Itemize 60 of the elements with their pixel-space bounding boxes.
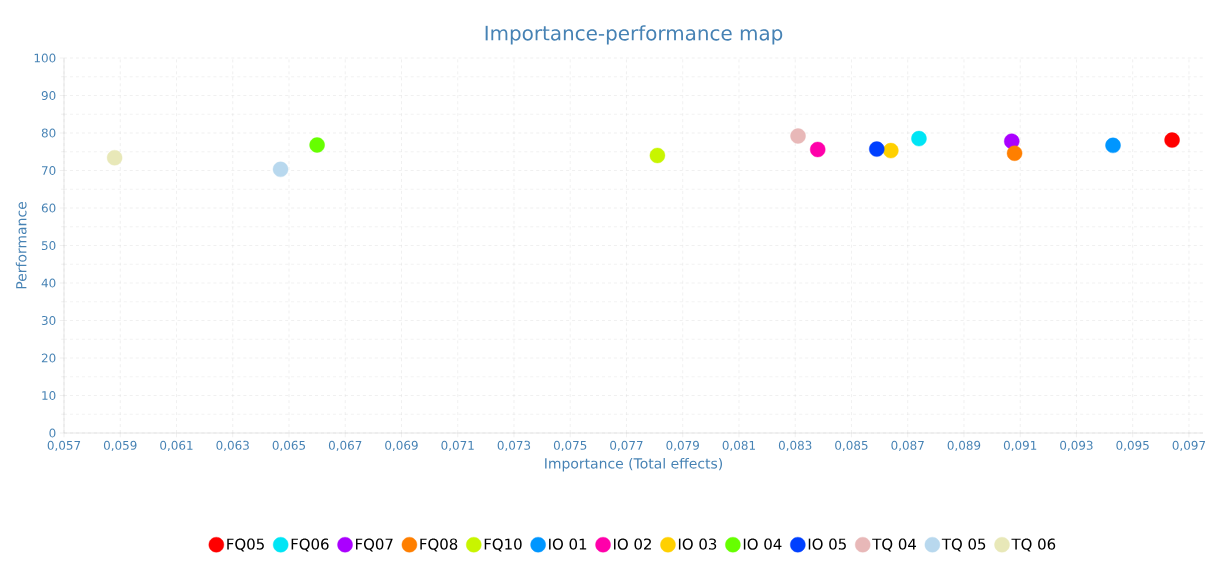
x-axis-title: Importance (Total effects) [545, 457, 723, 472]
y-tick-label: 70 [42, 165, 56, 176]
y-tick-label: 20 [41, 353, 56, 363]
point [309, 137, 325, 153]
point [1006, 145, 1023, 161]
point [1105, 137, 1121, 154]
x-tick-label: 0,061 [160, 440, 193, 452]
legend-label: IO 05 [808, 538, 846, 550]
point [649, 147, 666, 164]
x-tick-label: 0,077 [610, 440, 643, 452]
legend-label: FQ05 [227, 538, 264, 552]
x-tick-label: 0,079 [666, 440, 699, 452]
x-tick-label: 0,091 [1003, 440, 1037, 452]
legend-label: TQ 04 [872, 538, 917, 552]
point [869, 141, 885, 157]
y-tick-label: 80 [41, 128, 56, 138]
point [810, 141, 826, 158]
point [272, 161, 289, 178]
x-tick-label: 0,087 [891, 440, 924, 452]
x-tick-label: 0,065 [272, 440, 306, 452]
legend-label: IO 04 [743, 538, 782, 550]
y-tick-label: 60 [41, 203, 56, 213]
x-tick-label: 0,071 [441, 440, 474, 452]
legend-label: IO 02 [614, 538, 651, 550]
point [911, 130, 927, 147]
point [106, 150, 123, 166]
y-axis-title: Performance [15, 202, 27, 289]
x-tick-label: 0,095 [1116, 440, 1149, 452]
point [790, 128, 806, 144]
legend-label: FQ08 [420, 538, 458, 552]
point [1164, 132, 1180, 148]
legend-label: TQ 05 [941, 538, 986, 552]
point [883, 142, 899, 159]
x-tick-label: 0,081 [722, 440, 755, 452]
x-tick-label: 0,075 [553, 440, 587, 452]
y-tick-label: 90 [41, 90, 56, 101]
legend-label: FQ07 [356, 538, 393, 552]
legend-label: IO 01 [549, 538, 587, 550]
x-tick-label: 0,083 [778, 440, 812, 452]
legend-label: FQ10 [484, 538, 522, 552]
y-tick-label: 0 [49, 428, 56, 438]
chart-title: Importance-performance map [485, 25, 783, 45]
y-tick-label: 30 [41, 315, 56, 326]
x-tick-label: 0,097 [1172, 440, 1206, 452]
legend-label: FQ06 [291, 538, 329, 552]
y-tick-label: 100 [34, 53, 56, 63]
x-tick-label: 0,073 [497, 440, 531, 452]
x-tick-label: 0,089 [947, 440, 981, 452]
legend-label: TQ 06 [1011, 538, 1056, 552]
y-tick-label: 40 [41, 278, 56, 288]
x-tick-label: 0,085 [835, 440, 868, 452]
x-tick-label: 0,057 [47, 440, 81, 452]
legend-label: IO 03 [678, 538, 717, 550]
x-tick-label: 0,067 [328, 440, 362, 452]
x-tick-label: 0,059 [103, 440, 137, 452]
x-tick-label: 0,093 [1060, 440, 1093, 452]
x-tick-label: 0,063 [216, 440, 249, 452]
y-tick-label: 10 [42, 390, 56, 401]
y-tick-label: 50 [41, 240, 56, 251]
x-tick-label: 0,069 [385, 440, 418, 452]
